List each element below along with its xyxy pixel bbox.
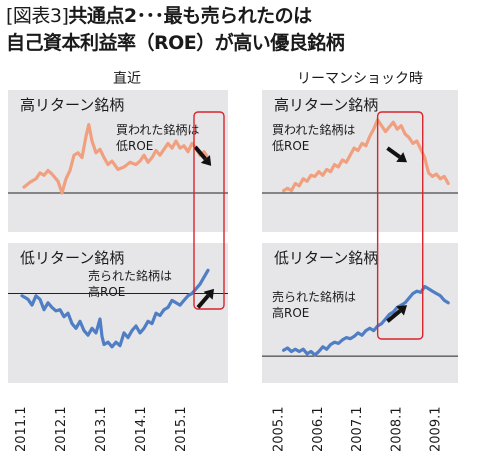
x-tick-label: 2013.1 xyxy=(94,407,109,453)
x-tick-label: 2009.1 xyxy=(429,407,444,453)
chart-title-line-1: [図表3]共通点2･･･最も売られたのは xyxy=(6,4,312,28)
series-line-crisis-high xyxy=(282,118,450,193)
series-line-crisis-low xyxy=(282,284,450,357)
x-tick-label: 2008.1 xyxy=(389,407,404,453)
series-line-recent-low xyxy=(20,268,210,349)
trend-arrow-shaft xyxy=(193,145,207,161)
trend-arrow-shaft xyxy=(386,309,402,323)
panel-label-high-return: 高リターン銘柄 xyxy=(274,96,379,114)
chart-title-line-2: 自己資本利益率（ROE）が高い優良銘柄 xyxy=(6,31,345,55)
panel-label-low-return: 低リターン銘柄 xyxy=(20,249,125,267)
panel-label-high-return: 高リターン銘柄 xyxy=(20,96,125,114)
column-title-lehman: リーマンショック時 xyxy=(297,71,423,87)
trend-arrow-head xyxy=(396,152,408,163)
annotation-sold-high-roe: 売られた銘柄は 高ROE xyxy=(272,290,357,320)
panel-recent-low-return: 低リターン銘柄 売られた銘柄は 高ROE xyxy=(8,243,228,383)
x-tick-label: 2007.1 xyxy=(350,407,365,453)
x-tick-label: 2006.1 xyxy=(311,407,326,453)
annotation-bought-low-roe: 買われた銘柄は 低ROE xyxy=(116,123,200,153)
title-text-1: 共通点2･･･最も売られたのは xyxy=(68,5,312,27)
figure-tag: [図表3] xyxy=(6,5,69,27)
x-tick-label: 2011.1 xyxy=(14,407,29,453)
x-tick-label: 2014.1 xyxy=(134,407,149,453)
highlight-box xyxy=(376,111,424,340)
panel-lehman-low-return: 低リターン銘柄 売られた銘柄は 高ROE xyxy=(262,243,458,383)
column-title-recent: 直近 xyxy=(113,71,141,87)
highlight-box xyxy=(193,111,225,310)
trend-arrow-shaft xyxy=(196,294,210,309)
x-tick-label: 2012.1 xyxy=(54,407,69,453)
annotation-bought-low-roe: 買われた銘柄は 低ROE xyxy=(272,123,356,153)
title-text-2: 自己資本利益率（ROE）が高い優良銘柄 xyxy=(6,32,345,54)
trend-arrow-head xyxy=(200,155,212,166)
panel-recent-high-return: 高リターン銘柄 買われた銘柄は 低ROE xyxy=(8,90,228,232)
trend-arrow-head xyxy=(396,305,408,316)
trend-arrow-head xyxy=(203,288,214,300)
panel-label-low-return: 低リターン銘柄 xyxy=(274,249,379,267)
series-line-recent-high xyxy=(22,122,210,195)
x-tick-label: 2015.1 xyxy=(174,407,189,453)
trend-arrow-shaft xyxy=(386,146,401,159)
x-tick-label: 2005.1 xyxy=(272,407,287,453)
annotation-sold-high-roe: 売られた銘柄は 高ROE xyxy=(88,269,173,299)
